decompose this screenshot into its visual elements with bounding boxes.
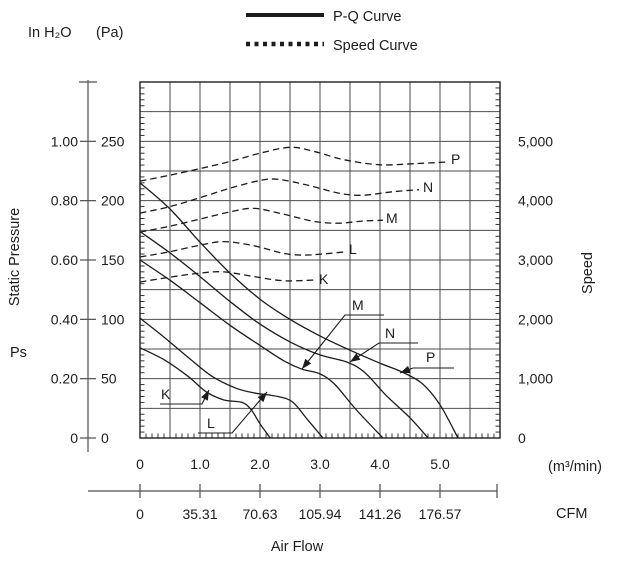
x-axis-tick-label-cfm: 35.31: [182, 506, 217, 522]
x-axis-tick-label-m3min: 2.0: [250, 456, 270, 472]
y-axis-tick-label-pa: 50: [101, 371, 117, 387]
pq-label-arrowhead-p: [400, 365, 411, 373]
y-axis-tick-label-pa: 150: [101, 252, 125, 268]
pq-label-arrowhead-n: [350, 353, 361, 362]
x-axis-tick-label-m3min: 0: [136, 456, 144, 472]
y-axis-tick-label-speed: 4,000: [518, 193, 553, 209]
pq-curve-m: [139, 259, 384, 439]
x-axis-tick-label-m3min: 4.0: [370, 456, 390, 472]
speed-curve-label-k: K: [319, 271, 329, 287]
pq-curve-n: [139, 230, 429, 439]
plot-grid: [139, 81, 501, 439]
pq-curve-l: [139, 317, 324, 439]
x-axis-tick-label-cfm: 176.57: [419, 506, 462, 522]
pq-label-leader-n: [349, 342, 418, 363]
x-axis-unit-cfm: CFM: [556, 506, 587, 522]
y-axis-tick-label-inh2o: 0: [70, 430, 78, 446]
legend-pq-label: P-Q Curve: [333, 9, 402, 25]
x-axis-tick-label-cfm: 70.63: [242, 506, 277, 522]
pq-curve-label-l: L: [207, 415, 215, 431]
y-axis-tick-label-pa: 100: [101, 311, 125, 327]
pq-label-arrowhead-m: [302, 358, 312, 369]
right-axis-title: Speed: [580, 252, 596, 294]
pq-curve-label-n: N: [385, 325, 395, 341]
y-axis-tick-label-pa: 0: [101, 430, 109, 446]
speed-curve-label-l: L: [349, 241, 357, 257]
y-axis-tick-label-speed: 1,000: [518, 371, 553, 387]
speed-curve-p: [139, 146, 447, 182]
y-axis-tick-label-speed: 2,000: [518, 311, 553, 327]
y-axis-tick-label-inh2o: 0.20: [51, 371, 78, 387]
pq-curve-label-m: M: [352, 297, 364, 313]
y-axis-tick-label-pa: 200: [101, 193, 125, 209]
speed-curve-l: [139, 240, 345, 258]
y-axis-tick-label-inh2o: 0.60: [51, 252, 78, 268]
x-axis-title: Air Flow: [271, 539, 324, 555]
speed-curve-m: [139, 207, 384, 233]
legend-speed-label: Speed Curve: [333, 38, 418, 54]
pq-curve-p: [139, 182, 459, 439]
pq-label-leader-l: [198, 391, 268, 434]
pq-curve-k: [139, 347, 271, 439]
speed-curve-label-m: M: [386, 210, 398, 226]
left-axis-unit-inh2o: In H₂O: [28, 25, 72, 41]
legend: P-Q Curve Speed Curve: [246, 9, 418, 54]
speed-curve-label-p: P: [451, 151, 460, 167]
y-axis-tick-label-pa: 250: [101, 133, 125, 149]
left-axis-unit-pa: (Pa): [96, 25, 123, 41]
x-axis-tick-label-m3min: 5.0: [430, 456, 450, 472]
curve-annotations: P N M L K K L M N P: [160, 151, 460, 434]
pq-label-leader-m: [301, 314, 384, 370]
y-axis-tick-label-inh2o: 0.40: [51, 311, 78, 327]
x-axis-tick-label-cfm: 0: [136, 506, 144, 522]
ps-label: Ps: [10, 345, 27, 361]
left-axis-title: Static Pressure: [7, 208, 23, 306]
y-axis-tick-label-inh2o: 0.80: [51, 193, 78, 209]
x-axis-tick-label-cfm: 141.26: [359, 506, 402, 522]
pq-curve-label-k: K: [161, 386, 171, 402]
pq-label-arrowhead-k: [201, 390, 209, 401]
y-axis-tick-label-speed: 3,000: [518, 252, 553, 268]
speed-curve-n: [139, 178, 420, 214]
x-axis-tick-label-m3min: 3.0: [310, 456, 330, 472]
y-axis-tick-label-speed: 5,000: [518, 133, 553, 149]
y-axis-tick-label-inh2o: 1.00: [51, 133, 78, 149]
speed-curve-label-n: N: [423, 179, 433, 195]
pq-label-arrowhead-l: [257, 392, 267, 403]
curves: [139, 146, 459, 439]
y-axis-tick-label-speed: 0: [518, 430, 526, 446]
x-axis-unit-m3min: (m³/min): [548, 459, 602, 475]
pq-curve-label-p: P: [426, 349, 435, 365]
x-axis-tick-label-cfm: 105.94: [299, 506, 342, 522]
speed-curve-k: [139, 271, 318, 283]
x-axis-tick-label-m3min: 1.0: [190, 456, 210, 472]
